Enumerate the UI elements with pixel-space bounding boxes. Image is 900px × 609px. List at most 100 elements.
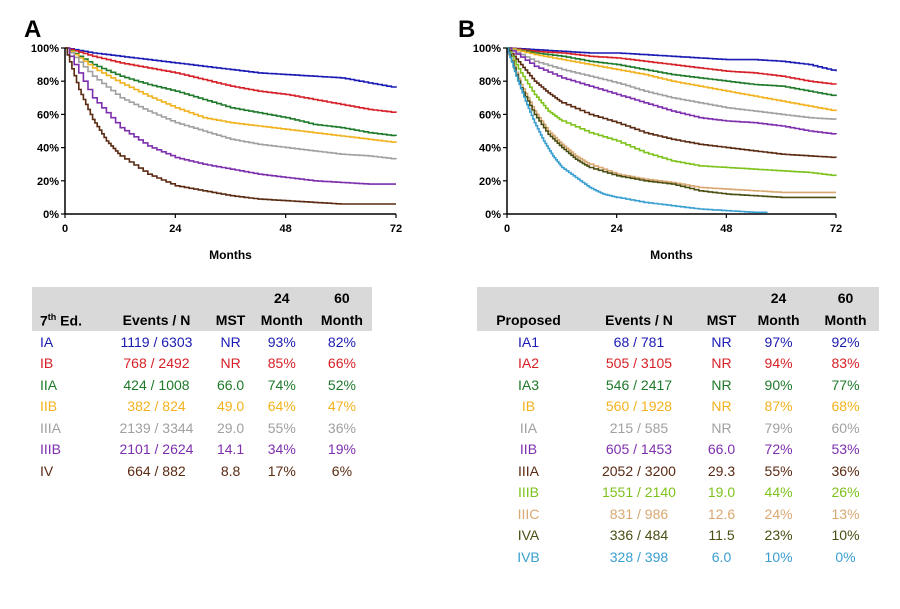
chart-b-series-ia1 (507, 47, 837, 72)
table-b-cell-events: 605 / 1453 (605, 441, 673, 458)
chart-b-x-axis-title: Months (650, 248, 693, 262)
chart-b-series-iiia (507, 47, 837, 159)
table-b-cell-stage: IIA (519, 419, 538, 436)
table-a-row: IIIA 2139 / 3344 29.0 55% 36% (32, 417, 372, 439)
table-a-header-stage: 7th Ed. (32, 309, 104, 331)
table-b-header-stage: Proposed (477, 309, 580, 331)
table-a-cell-m24: 85% (267, 355, 296, 372)
table-b-cell-m60: 0% (835, 548, 856, 565)
chart-b-y-tick-label: 20% (479, 176, 501, 188)
chart-a-series-iib (65, 47, 397, 143)
table-b-cell-stage: IVA (517, 527, 540, 544)
table-a-cell-mst: 8.8 (220, 462, 241, 479)
table-b-header-top-mst (697, 287, 746, 309)
chart-b-series-iva (507, 47, 836, 199)
chart-a-series-iiia (65, 47, 397, 160)
table-b-cell-events: 546 / 2417 (605, 376, 673, 393)
table-b-cell-mst: 29.3 (707, 462, 736, 479)
panel-label-a: A (24, 16, 42, 43)
table-b-cell-m24: 72% (764, 441, 793, 458)
chart-b: 0% 20% 40% 60% 80% 100% 0 24 48 72 Months (473, 43, 842, 262)
table-b-cell-mst: 66.0 (707, 441, 736, 458)
table-b-row: IIIB 1551 / 2140 19.0 44% 26% (477, 482, 879, 504)
table-b-cell-events: 2052 / 3200 (601, 462, 676, 479)
chart-b-x-tick-label: 24 (611, 223, 624, 235)
table-b-row: IA3 546 / 2417 NR 90% 77% (477, 374, 879, 396)
table-b-cell-events: 328 / 398 (609, 548, 669, 565)
table-b-header-top-60: 60 (812, 287, 879, 309)
chart-b-series-ib (507, 47, 837, 112)
chart-a-x-tick-label: 72 (390, 223, 402, 235)
table-a-header-events: Events / N (103, 309, 210, 331)
table-b-cell-m24: 94% (764, 355, 793, 372)
table-a-cell-stage: IIIB (40, 441, 62, 458)
table-b-cell-events: 505 / 3105 (605, 355, 673, 372)
chart-a: 0% 20% 40% 60% 80% 100% 0 24 48 72 Months (31, 43, 402, 262)
chart-b-series-ia3 (507, 47, 837, 97)
chart-b-y-tick-label: 60% (479, 109, 501, 121)
chart-a-y-tick-label: 40% (37, 143, 59, 155)
table-b-row: IVB 328 / 398 6.0 10% 0% (477, 546, 879, 568)
chart-a-y-tick-label: 100% (31, 43, 59, 55)
table-a-header-top-stage (32, 287, 104, 309)
table-b-row: IIA 215 / 585 NR 79% 60% (477, 417, 879, 439)
table-a-cell-m24: 74% (267, 376, 296, 393)
table-b-cell-stage: IA2 (517, 355, 539, 372)
chart-a-series-ia (65, 47, 397, 88)
table-a-cell-events: 1119 / 6303 (120, 333, 193, 350)
table-b: 24 60 Proposed Events / N MST Month Mont… (477, 287, 879, 568)
table-b-cell-mst: NR (711, 355, 732, 372)
chart-a-x-axis-title: Months (209, 248, 252, 262)
table-a-cell-m24: 17% (267, 462, 296, 479)
table-b-cell-m60: 68% (831, 398, 860, 415)
table-a-cell-m24: 64% (267, 398, 296, 415)
table-a-cell-mst: NR (220, 355, 241, 372)
table-a-cell-events: 2139 / 3344 (119, 419, 194, 436)
chart-b-x-tick-label: 48 (720, 223, 732, 235)
table-b-cell-m24: 10% (764, 548, 793, 565)
table-a-header-24-month: Month (251, 309, 312, 331)
table-b-cell-stage: IIIB (517, 484, 539, 501)
table-a-cell-events: 382 / 824 (127, 398, 186, 415)
chart-a-series-iia (65, 47, 397, 137)
chart-b-y-tick-label: 0% (485, 209, 501, 221)
table-a-cell-m60: 6% (331, 462, 353, 479)
table-b-cell-mst: NR (711, 376, 732, 393)
table-b-cell-m24: 24% (764, 505, 793, 522)
table-b-cell-stage: IIIA (517, 462, 539, 479)
table-a-header-60-month: Month (311, 309, 372, 331)
table-a-cell-m60: 19% (327, 441, 356, 458)
survival-charts: 0% 20% 40% 60% 80% 100% 0 24 48 72 Months 0% 20% 40%… (31, 43, 842, 262)
table-b-row: IIIC 831 / 986 12.6 24% 13% (477, 503, 879, 525)
table-b-cell-mst: 6.0 (711, 548, 732, 565)
table-a-header-top-24: 24 (251, 287, 312, 309)
chart-a-x-tick-label: 24 (169, 223, 182, 235)
table-a-cell-events: 768 / 2492 (123, 355, 190, 372)
table-a-cell-m60: 36% (327, 419, 356, 436)
table-a-cell-mst: 14.1 (216, 441, 245, 458)
table-a-cell-stage: IIA (40, 376, 58, 393)
table-a-header-mst: MST (209, 309, 252, 331)
table-b-cell-m60: 92% (831, 333, 860, 350)
table-b-header-top-stage (477, 287, 580, 309)
chart-b-x-tick-label: 72 (830, 223, 842, 235)
table-a-cell-m24: 93% (267, 333, 296, 350)
table-b-row: IVA 336 / 484 11.5 23% 10% (477, 525, 879, 547)
table-b-header-24-month: Month (745, 309, 813, 331)
table-b-cell-m24: 44% (764, 484, 793, 501)
table-a-cell-mst: 66.0 (216, 376, 245, 393)
table-b-cell-stage: IVB (517, 548, 540, 565)
table-a-cell-mst: NR (220, 333, 241, 350)
table-b-row: IIB 605 / 1453 66.0 72% 53% (477, 439, 879, 461)
chart-b-y-tick-label: 80% (479, 76, 501, 88)
chart-b-series-iiib (507, 47, 837, 177)
table-a-cell-mst: 29.0 (216, 419, 245, 436)
table-a-cell-events: 424 / 1008 (123, 376, 190, 393)
table-b-cell-m60: 10% (831, 527, 860, 544)
table-b-cell-m24: 79% (764, 419, 793, 436)
table-b-cell-m24: 23% (764, 527, 793, 544)
table-a-cell-stage: IV (40, 462, 54, 479)
chart-b-x-tick-label: 0 (504, 223, 510, 235)
table-b-cell-mst: NR (711, 419, 732, 436)
table-b-cell-mst: 11.5 (708, 527, 735, 544)
